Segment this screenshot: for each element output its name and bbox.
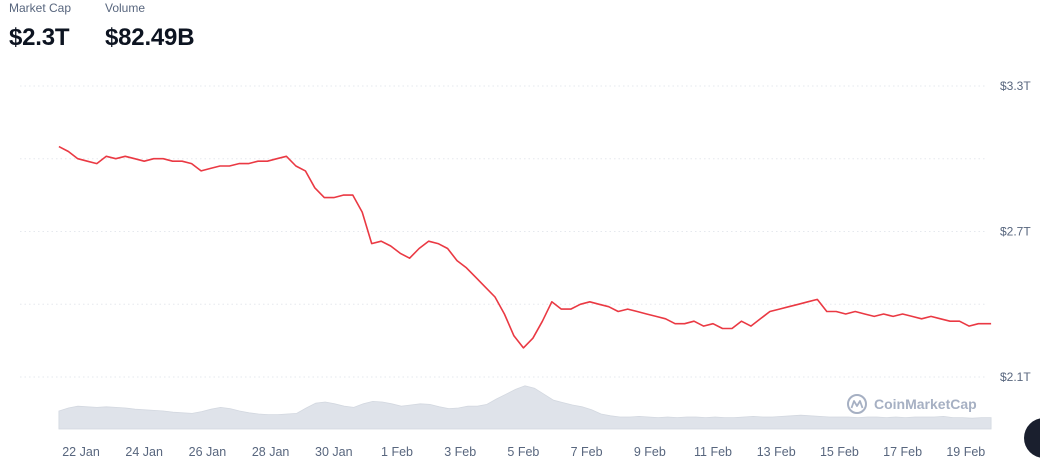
coinmarketcap-watermark: CoinMarketCap bbox=[847, 394, 977, 414]
x-tick-label: 5 Feb bbox=[507, 445, 539, 459]
chat-button[interactable] bbox=[1024, 418, 1040, 458]
x-tick-label: 24 Jan bbox=[125, 445, 163, 459]
x-tick-label: 3 Feb bbox=[444, 445, 476, 459]
x-tick-label: 17 Feb bbox=[883, 445, 922, 459]
x-tick-label: 15 Feb bbox=[820, 445, 859, 459]
x-tick-label: 22 Jan bbox=[62, 445, 100, 459]
x-tick-label: 30 Jan bbox=[315, 445, 353, 459]
x-tick-label: 1 Feb bbox=[381, 445, 413, 459]
x-tick-label: 26 Jan bbox=[189, 445, 227, 459]
volume-area bbox=[58, 385, 992, 430]
x-tick-label: 11 Feb bbox=[694, 445, 732, 459]
watermark-text: CoinMarketCap bbox=[874, 396, 977, 412]
x-axis: 22 Jan 24 Jan 26 Jan 28 Jan 30 Jan 1 Feb 3 Feb… bbox=[62, 445, 985, 459]
x-tick-label: 28 Jan bbox=[252, 445, 290, 459]
x-tick-label: 19 Feb bbox=[946, 445, 985, 459]
volume-label: Volume bbox=[105, 1, 146, 15]
x-tick-label: 9 Feb bbox=[634, 445, 666, 459]
price-line-layer bbox=[58, 145, 992, 349]
grid-lines bbox=[20, 85, 985, 378]
x-tick-label: 7 Feb bbox=[571, 445, 603, 459]
market-cap-label: Market Cap bbox=[9, 1, 72, 15]
y-axis: $2.1T $2.7T $3.3T bbox=[1000, 79, 1031, 384]
x-tick-label: 13 Feb bbox=[757, 445, 796, 459]
market-cap-value: $2.3T bbox=[9, 24, 70, 51]
market-cap-line bbox=[58, 145, 992, 349]
y-tick-label: $2.7T bbox=[1000, 225, 1031, 239]
coinmarketcap-logo-icon bbox=[847, 394, 867, 414]
volume-area-layer bbox=[58, 385, 992, 430]
volume-value: $82.49B bbox=[105, 24, 195, 51]
y-tick-label: $3.3T bbox=[1000, 79, 1031, 93]
y-tick-label: $2.1T bbox=[1000, 370, 1031, 384]
